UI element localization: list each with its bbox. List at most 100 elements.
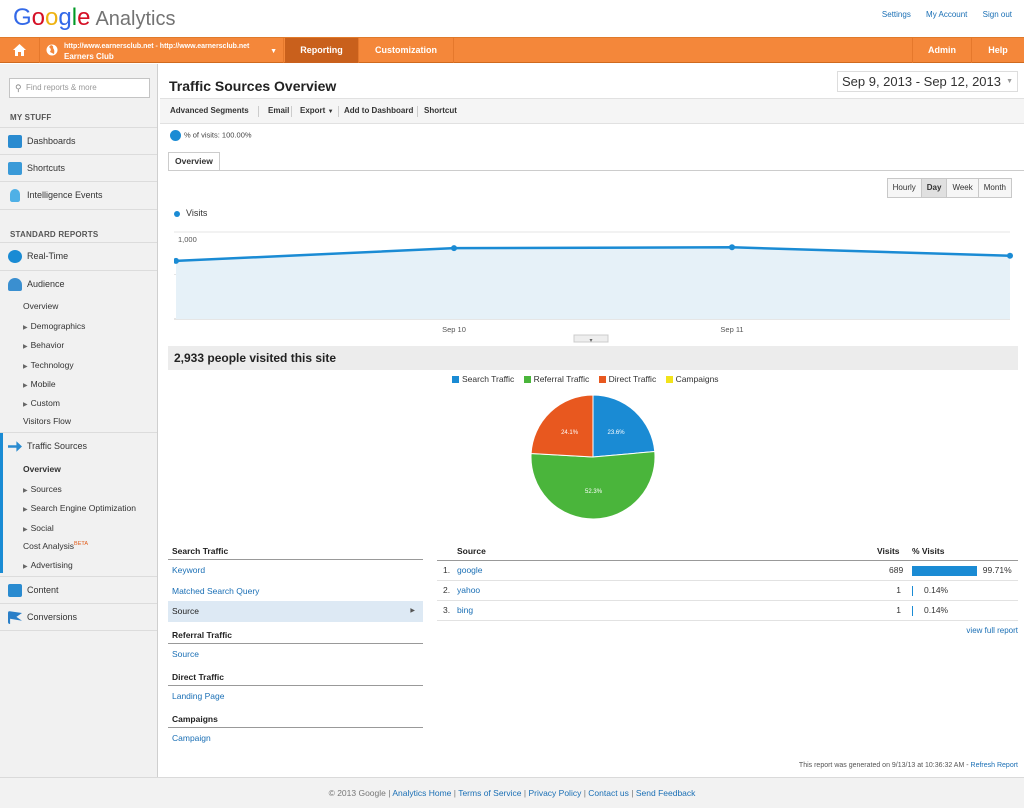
tab-overview[interactable]: Overview (168, 152, 220, 171)
series-dot-icon (174, 210, 180, 217)
row-number: 1. (443, 565, 451, 575)
search-input[interactable]: ⚲ Find reports & more (9, 78, 150, 98)
terms-link[interactable]: Terms of Service (458, 788, 522, 798)
sidebar-sub-traffic-overview[interactable]: Overview (23, 464, 61, 474)
send-feedback-link[interactable]: Send Feedback (635, 788, 696, 798)
sidebar-item-conversions[interactable]: Conversions (0, 603, 157, 630)
sidebar-item-realtime[interactable]: Real-Time (0, 242, 157, 269)
report-toolbar: Advanced Segments Email Export ▼ Add to … (160, 98, 1024, 124)
account-selector[interactable]: http://www.earnersclub.net - http://www.… (64, 38, 284, 63)
date-range-picker[interactable]: Sep 9, 2013 - Sep 12, 2013 ▼ (836, 71, 1018, 92)
home-button[interactable] (0, 38, 40, 63)
sidebar-sub-label: Sources (30, 484, 62, 494)
sidebar-sub-technology[interactable]: ▶ Technology (23, 360, 74, 370)
contact-link[interactable]: Contact us (588, 788, 629, 798)
granularity-day-button[interactable]: Day (921, 179, 948, 197)
visits-value: 1 (896, 605, 901, 615)
expand-handle (573, 334, 609, 343)
sidebar-sub-seo[interactable]: ▶ Search Engine Optimization (23, 503, 136, 513)
dashboards-icon (8, 135, 22, 148)
legend-label: Visits (186, 208, 208, 218)
sidebar-sub-mobile[interactable]: ▶ Mobile (23, 379, 56, 389)
top-links: Settings My Account Sign out (869, 10, 1012, 19)
tab-admin[interactable]: Admin (912, 38, 972, 63)
tab-customization[interactable]: Customization (359, 38, 454, 63)
sidebar-sub-cost-analysis[interactable]: Cost AnalysisBETA (23, 541, 88, 551)
source-link[interactable]: yahoo (457, 585, 481, 595)
tab-help[interactable]: Help (988, 45, 1008, 55)
sidebar-item-traffic-sources[interactable]: Traffic Sources (0, 432, 157, 459)
legend-label: Referral Traffic (533, 374, 590, 384)
export-button[interactable]: Export ▼ (300, 99, 334, 124)
visits-value: 689 (889, 565, 904, 575)
granularity-month-button[interactable]: Month (983, 183, 1006, 192)
granularity-week-button[interactable]: Week (947, 179, 979, 197)
chevron-down-icon: ▼ (327, 109, 334, 115)
divider (168, 170, 1024, 171)
source-link[interactable]: bing (457, 605, 474, 615)
sidebar-sub-advertising[interactable]: ▶ Advertising (23, 560, 73, 570)
sidebar-sub-demographics[interactable]: ▶ Demographics (23, 321, 85, 331)
search-icon: ⚲ (15, 83, 22, 93)
pie-slice (530, 395, 594, 458)
sidebar-sub-audience-overview[interactable]: Overview (23, 301, 59, 311)
keyword-link[interactable]: Keyword (172, 565, 206, 575)
sidebar-item-shortcuts[interactable]: Shortcuts (0, 154, 157, 181)
advanced-segments-button[interactable]: Advanced Segments (170, 106, 249, 115)
sidebar-sub-label: Mobile (30, 379, 56, 389)
tab-reporting[interactable]: Reporting (285, 38, 359, 63)
traffic-sources-icon (8, 441, 22, 452)
globe-icon[interactable] (40, 38, 64, 63)
sign-out-link[interactable]: Sign out (982, 10, 1012, 19)
sidebar-item-audience[interactable]: Audience (0, 270, 157, 297)
settings-link[interactable]: Settings (881, 10, 911, 19)
visits-area (176, 247, 1010, 319)
sidebar-item-intelligence-events[interactable]: Intelligence Events (0, 181, 157, 208)
my-account-link[interactable]: My Account (926, 10, 968, 19)
segment-indicator[interactable]: % of visits: 100.00% (170, 130, 252, 141)
refresh-report-link[interactable]: Refresh Report (970, 762, 1018, 769)
sidebar-sub-label: Technology (30, 360, 74, 370)
account-name: Earners Club (64, 52, 114, 61)
landing-page-link[interactable]: Landing Page (172, 691, 225, 701)
privacy-link[interactable]: Privacy Policy (528, 788, 582, 798)
pie-slice-label: 23.6% (608, 430, 626, 436)
add-to-dashboard-button[interactable]: Add to Dashboard (344, 106, 414, 115)
sidebar-sub-sources[interactable]: ▶ Sources (23, 484, 62, 494)
search-traffic-heading: Search Traffic (168, 546, 423, 560)
x-tick-label: Sep 11 (720, 325, 743, 334)
sidebar-sub-label: Behavior (30, 340, 65, 350)
sidebar-sub-social[interactable]: ▶ Social (23, 523, 54, 533)
email-button[interactable]: Email (268, 106, 290, 115)
export-label: Export (300, 106, 326, 115)
sidebar-sub-custom[interactable]: ▶ Custom (23, 398, 60, 408)
row-number: 3. (443, 605, 451, 615)
data-point (1007, 252, 1013, 259)
search-source-row[interactable]: Source ▶ (168, 601, 423, 622)
sidebar-item-content[interactable]: Content (0, 576, 157, 603)
view-full-report-link[interactable]: view full report (966, 626, 1018, 635)
traffic-pie-chart[interactable]: 23.6% 52.3% 24.1% (530, 395, 660, 525)
legend-label: Search Traffic (462, 374, 515, 384)
sidebar-sub-behavior[interactable]: ▶ Behavior (23, 340, 64, 350)
audience-icon (8, 278, 22, 291)
sidebar-sub-visitors-flow[interactable]: Visitors Flow (23, 416, 72, 426)
analytics-home-link[interactable]: Analytics Home (392, 788, 452, 798)
sidebar-item-label: Real-Time (27, 251, 69, 261)
shortcut-button[interactable]: Shortcut (424, 106, 457, 115)
sidebar-item-label: Traffic Sources (27, 441, 88, 451)
matched-search-query-link[interactable]: Matched Search Query (172, 586, 260, 596)
referral-source-link[interactable]: Source (172, 649, 199, 659)
table-header: Source Visits % Visits (437, 544, 1018, 561)
visited-summary: 2,933 people visited this site (168, 346, 1018, 370)
google-analytics-logo[interactable]: Google Analytics (13, 4, 176, 31)
sidebar-item-label: Intelligence Events (27, 190, 103, 200)
source-link[interactable]: google (457, 565, 483, 575)
divider (291, 106, 292, 117)
sidebar-item-dashboards[interactable]: Dashboards (0, 127, 157, 154)
granularity-hourly-button[interactable]: Hourly (888, 179, 922, 197)
caret-right-icon: ▶ (23, 402, 28, 408)
campaign-link[interactable]: Campaign (172, 733, 211, 743)
caret-right-icon: ▶ (23, 564, 28, 570)
